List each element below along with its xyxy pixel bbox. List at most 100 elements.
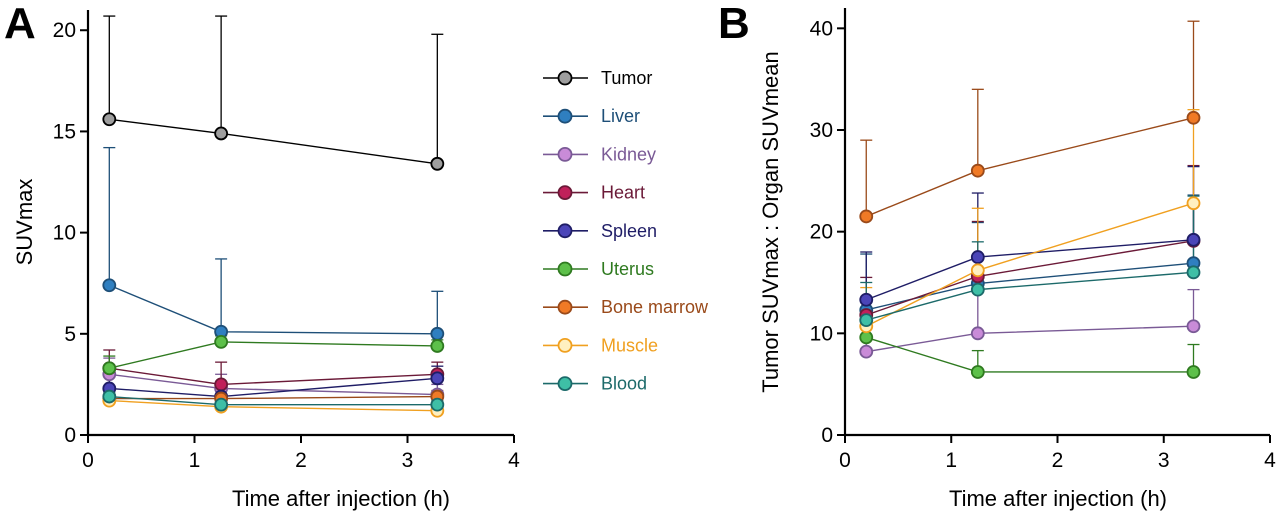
legend-item-spleen: Spleen — [543, 221, 657, 241]
panel-b-points — [859, 110, 1201, 379]
panel-a-muscle-line — [109, 399, 438, 412]
legend-label-uterus: Uterus — [601, 259, 654, 279]
panel-b-muscle-point — [1186, 196, 1201, 211]
panel-b-bone-marrow-line — [865, 117, 1194, 218]
panel-b-x-tick-label: 2 — [1052, 449, 1064, 472]
panel-a-liver-point — [102, 278, 117, 293]
panel-a-blood-point — [102, 389, 117, 404]
panel-b-bone-marrow-point — [859, 209, 874, 224]
panel-b-error-bars — [860, 20, 1200, 372]
panel-b-spleen-point — [859, 292, 874, 307]
panel-b-x-tick-label: 4 — [1264, 449, 1276, 472]
panel-a-y-tick-label: 10 — [53, 222, 76, 245]
panel-a-liver-line — [109, 284, 438, 335]
legend-item-bone-marrow: Bone marrow — [543, 297, 709, 317]
panel-a-y-tick-label: 20 — [53, 19, 76, 42]
panel-b-kidney-point — [859, 344, 874, 359]
panel-b-lines — [865, 117, 1194, 373]
legend-item-tumor: Tumor — [543, 68, 652, 88]
legend-label-blood: Blood — [601, 374, 647, 394]
panel-a-y-tick-label: 0 — [64, 424, 76, 447]
legend-item-heart: Heart — [543, 183, 645, 203]
panel-b-kidney-point — [1186, 319, 1201, 334]
panel-b-letter: B — [718, 0, 750, 48]
panel-a-error-bars — [103, 15, 444, 411]
legend-marker-blood — [557, 376, 573, 392]
panel-b-x-label: Time after injection (h) — [949, 486, 1167, 511]
panel-a-x-tick-label: 0 — [82, 449, 94, 472]
panel-a-tumor-point — [214, 126, 229, 141]
panel-a-x-tick-label: 3 — [402, 449, 414, 472]
legend-label-kidney: Kidney — [601, 144, 656, 164]
panel-b-blood-point — [859, 313, 874, 328]
panel-a-uterus-line — [109, 341, 438, 369]
legend-label-muscle: Muscle — [601, 335, 658, 355]
panel-a-ticks: 0 1 2 3 4 0 5 10 15 20 — [53, 19, 521, 472]
legend-marker-bone-marrow — [557, 299, 573, 315]
panel-b-liver-line — [866, 262, 1194, 311]
panel-a-spleen-point — [430, 371, 445, 386]
legend-label-liver: Liver — [601, 106, 640, 126]
panel-a-x-label: Time after injection (h) — [232, 486, 450, 511]
legend-marker-uterus — [557, 261, 573, 277]
panel-b-uterus-line — [866, 336, 1194, 373]
panel-a-uterus-point — [430, 339, 445, 353]
panel-b-y-tick-label: 10 — [810, 322, 833, 345]
legend-marker-muscle — [557, 337, 573, 353]
panel-b-uterus-point — [859, 330, 874, 345]
legend: Tumor Liver Kidney Heart Spleen Uterus Bone ma… — [543, 68, 709, 394]
panel-b-x-tick-label: 0 — [839, 449, 851, 472]
panel-a-heart-point — [214, 377, 229, 392]
panel-a-uterus-point — [102, 361, 117, 376]
panel-b-muscle-line — [865, 202, 1194, 327]
legend-marker-kidney — [557, 146, 573, 162]
legend-label-heart: Heart — [601, 183, 645, 203]
panel-a-blood-point — [214, 397, 229, 412]
panel-b-blood-point — [1186, 265, 1201, 280]
legend-marker-tumor — [557, 70, 573, 86]
panel-b-uterus-point — [970, 365, 985, 379]
panel-b-y-tick-label: 30 — [810, 119, 833, 142]
panel-a-bone-marrow-line — [109, 395, 438, 400]
panel-a-liver-point — [430, 326, 445, 341]
legend-label-tumor: Tumor — [601, 68, 652, 88]
panel-b-bone-marrow-point — [1186, 110, 1201, 125]
panel-a-tumor-point — [430, 156, 445, 171]
panel-a-letter: A — [4, 0, 36, 48]
panel-b-x-tick-label: 1 — [945, 449, 957, 472]
legend-item-muscle: Muscle — [543, 335, 658, 355]
panel-a-y-label: SUVmax — [12, 179, 37, 266]
panel-b-muscle-point — [970, 263, 985, 278]
panel-b-uterus-point — [1186, 365, 1201, 379]
panel-b-blood-line — [866, 271, 1194, 321]
panel-a-uterus-point — [214, 335, 229, 349]
panel-b-x-tick-label: 3 — [1158, 449, 1170, 472]
panel-b-bone-marrow-point — [970, 163, 985, 178]
legend-item-blood: Blood — [543, 374, 647, 394]
panel-a-x-tick-label: 2 — [295, 449, 307, 472]
panel-b-y-tick-label: 20 — [810, 221, 833, 244]
legend-item-liver: Liver — [543, 106, 640, 126]
panel-b-spleen-point — [1186, 232, 1201, 247]
panel-a-points — [102, 112, 445, 418]
legend-marker-liver — [557, 108, 573, 124]
panel-b-kidney-line — [866, 325, 1194, 353]
panel-a-y-tick-label: 15 — [53, 120, 76, 143]
panel-a-lines — [109, 118, 438, 412]
legend-label-bone-marrow: Bone marrow — [601, 297, 709, 317]
panel-b-y-tick-label: 0 — [821, 424, 833, 447]
panel-a-y-tick-label: 5 — [64, 323, 76, 346]
panel-a-tumor-point — [102, 112, 117, 127]
legend-label-spleen: Spleen — [601, 221, 657, 241]
legend-marker-spleen — [557, 223, 573, 239]
panel-b-blood-point — [970, 282, 985, 297]
panel-a-blood-point — [430, 397, 445, 412]
legend-item-kidney: Kidney — [543, 144, 656, 164]
panel-a-x-tick-label: 4 — [508, 449, 520, 472]
panel-b-spleen-point — [970, 250, 985, 264]
panel-a: 0 1 2 3 4 0 5 10 15 20 Time after injection (h) S… — [12, 10, 520, 511]
